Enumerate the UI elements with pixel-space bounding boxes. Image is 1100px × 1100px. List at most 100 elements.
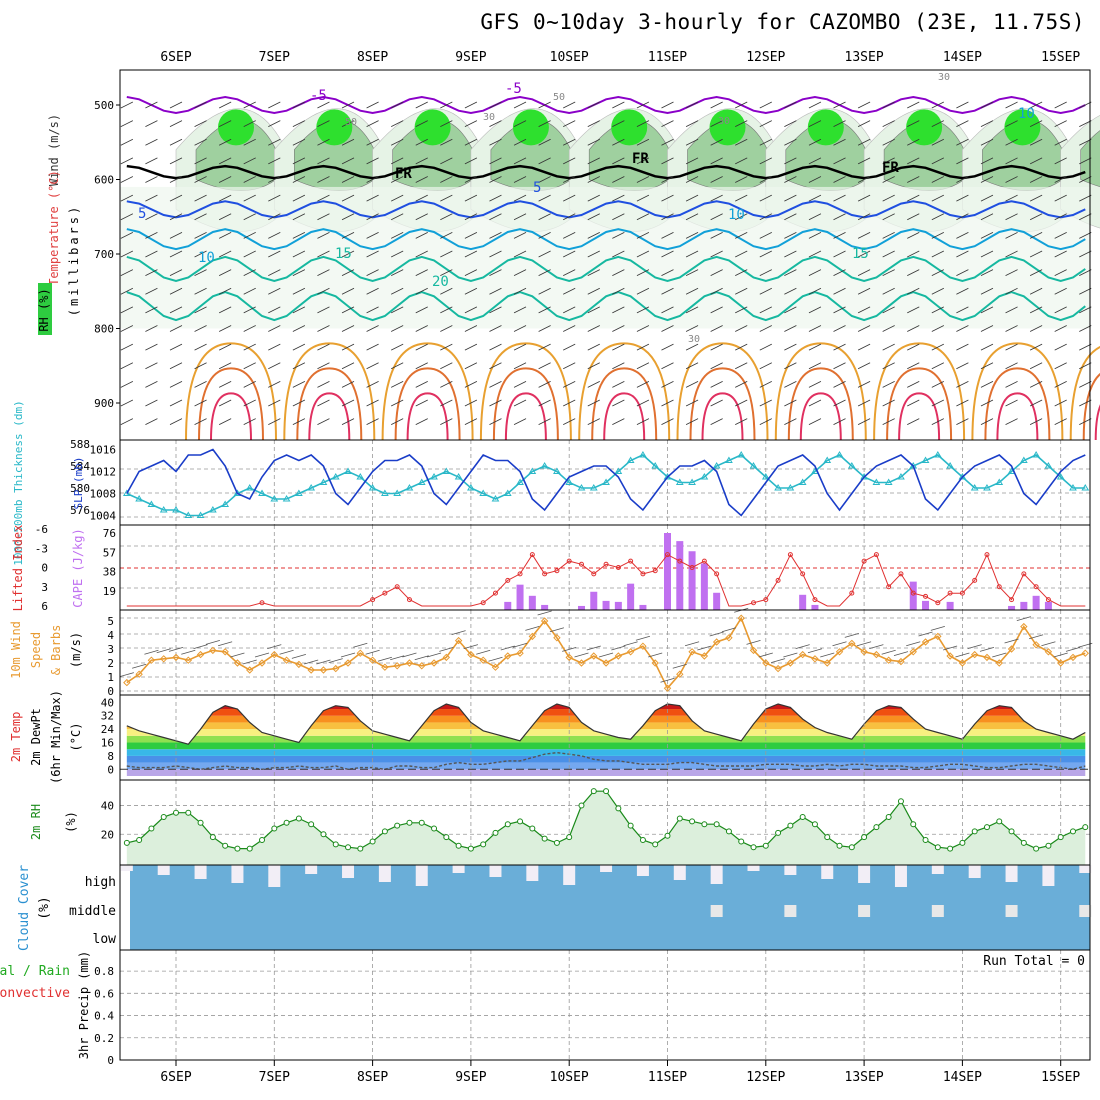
wind-barb	[243, 157, 256, 165]
lifted-index-point	[800, 571, 806, 577]
surface-temp-contour	[689, 367, 756, 441]
wind-speed-line-point	[688, 648, 696, 656]
wind-barb	[980, 176, 994, 183]
wind-barb	[120, 250, 134, 258]
wind-barb	[907, 418, 920, 425]
rh2m-point	[603, 788, 610, 795]
wind-barb	[759, 287, 772, 295]
lifted-index-point	[886, 584, 892, 590]
wind-barb	[759, 362, 772, 370]
surface-temp-contour	[185, 342, 277, 441]
rh2m-point	[971, 828, 978, 835]
wind-barb	[390, 381, 404, 388]
temp-band	[126, 715, 1086, 723]
wind-barb	[292, 120, 306, 127]
wind-speed-line-point	[811, 655, 819, 663]
wind-barb	[120, 157, 134, 165]
y-tick-label: 40	[101, 800, 114, 813]
label-temp2m: (6hr Min/Max)	[49, 690, 63, 784]
cape-bar	[1044, 601, 1052, 610]
temp-contour-minus5	[126, 95, 1086, 115]
wind-barb	[1079, 269, 1092, 276]
wind-barb	[538, 343, 551, 351]
wind-barb	[464, 418, 478, 425]
wind-speed-line-point	[553, 634, 561, 642]
wind-barb	[120, 232, 134, 239]
surface-wind-barb	[549, 627, 565, 633]
wind-barb	[759, 343, 772, 351]
wind-barb	[194, 250, 207, 258]
wind-barb	[317, 306, 330, 314]
wind-barb	[489, 418, 502, 425]
wind-barb	[366, 157, 379, 165]
wind-barb	[1029, 399, 1043, 407]
lifted-index-point	[591, 571, 597, 577]
wind-barb	[1005, 101, 1018, 109]
cloud-gap-high	[673, 865, 686, 880]
label-precip-total: Total / Rain	[0, 964, 70, 979]
wind-barb	[661, 287, 674, 295]
wind-barb	[268, 120, 281, 127]
wind-barb	[1079, 399, 1092, 407]
wind-barb	[956, 269, 969, 276]
thickness-line-point	[454, 473, 463, 480]
wind-barb	[784, 157, 797, 165]
surface-wind-barb	[500, 645, 515, 651]
wind-barb	[1005, 157, 1018, 165]
wind-barb	[808, 250, 822, 258]
surface-wind-barb	[439, 647, 454, 652]
wind-barb	[857, 157, 871, 165]
surface-temp-contour	[1069, 346, 1100, 441]
wind-barb	[1029, 325, 1043, 332]
surface-wind-barb	[807, 648, 823, 654]
rh2m-point	[480, 841, 487, 848]
wind-barb	[735, 250, 748, 258]
surface-wind-barb	[488, 656, 503, 662]
wind-barb	[833, 120, 846, 127]
label-wind10: 10m Wind	[9, 621, 23, 679]
cloud-gap-high	[452, 865, 465, 873]
rh2m-point	[787, 822, 794, 829]
wind-barb	[710, 176, 723, 183]
wind-speed-line-point	[246, 666, 254, 674]
wind-barb	[317, 232, 330, 239]
thickness-line-point	[774, 484, 782, 491]
lifted-index-point	[370, 597, 376, 603]
wind-speed-line-point	[233, 659, 242, 667]
contour-label: -5	[505, 81, 522, 97]
wind-barb	[169, 269, 183, 276]
wind-barb	[612, 343, 625, 351]
surface-wind-barb	[390, 655, 405, 661]
panel-frame-wind	[119, 609, 1091, 696]
wind-speed-line-point	[1069, 653, 1077, 662]
label-precip-units: 3hr Precip (mm)	[77, 951, 91, 1059]
rh2m-point	[775, 829, 782, 836]
thickness-line-point	[1032, 451, 1041, 458]
wind-barb	[956, 418, 969, 425]
wind-barb	[194, 157, 207, 165]
wind-barb	[489, 138, 502, 146]
wind-barb	[907, 381, 920, 388]
wind-barb	[317, 101, 330, 109]
wind-barb	[735, 399, 748, 407]
wind-barb	[366, 120, 379, 127]
wind-barb	[882, 232, 895, 239]
date-label-top: 6SEP	[160, 50, 191, 65]
wind-barb	[636, 418, 650, 425]
wind-barb	[120, 362, 134, 370]
wind-barb	[907, 362, 920, 370]
rh2m-point	[1008, 828, 1015, 835]
wind-barb	[587, 157, 600, 165]
y-tick-label: 57	[103, 546, 116, 559]
cape-bar	[688, 551, 696, 610]
wind-barb	[243, 325, 256, 332]
wind-barb	[587, 362, 600, 370]
wind-barb	[218, 232, 232, 239]
wind-barb	[440, 194, 453, 202]
wind-barb	[907, 287, 920, 295]
wind-speed-line-point	[897, 657, 905, 666]
surface-wind-barb	[328, 658, 343, 663]
wind-barb	[268, 306, 281, 314]
lifted-index-point	[763, 597, 769, 603]
label-rh2m-unit: (%)	[64, 811, 78, 833]
